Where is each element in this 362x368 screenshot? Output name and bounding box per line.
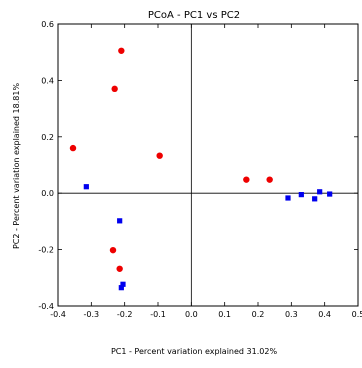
y-tick-label: 0.6 xyxy=(41,20,54,29)
data-point-circle xyxy=(243,176,250,183)
data-point-square xyxy=(312,196,318,202)
y-tick-label: 0.0 xyxy=(41,189,54,198)
data-point-circle xyxy=(118,47,125,54)
y-axis-label: PC2 - Percent variation explained 18.81% xyxy=(12,83,21,249)
data-point-circle xyxy=(156,152,163,159)
chart-title: PCoA - PC1 vs PC2 xyxy=(148,10,240,21)
y-tick-label: 0.2 xyxy=(41,133,54,142)
x-tick-label: 0.2 xyxy=(252,310,265,319)
plot-frame xyxy=(57,23,359,307)
data-point-circle xyxy=(111,85,118,93)
y-tick-label: 0.4 xyxy=(41,76,54,85)
data-point-circle xyxy=(109,246,117,254)
x-tick-label: 0.3 xyxy=(285,310,298,319)
data-point-square xyxy=(118,285,124,291)
data-point-square xyxy=(83,184,89,190)
data-point-square xyxy=(298,192,304,198)
y-tick-label: -0.2 xyxy=(38,246,54,255)
axis-ticks: -0.4 -0.3 -0.2 -0.1 0.0 0.1 0.2 0.3 0.4 0.5 -0.4 -0… xyxy=(38,20,362,319)
x-tick-label: 0.5 xyxy=(352,310,362,319)
x-axis-label: PC1 - Percent variation explained 31.02% xyxy=(111,347,277,356)
data-point-circle xyxy=(116,265,123,272)
x-tick-label: 0.0 xyxy=(185,310,198,319)
x-tick-label: 0.1 xyxy=(218,310,231,319)
x-tick-label: -0.4 xyxy=(50,310,66,319)
data-point-circle xyxy=(266,176,273,183)
data-point-square xyxy=(117,218,123,224)
data-point-square xyxy=(327,191,333,197)
data-point-circle xyxy=(69,144,77,152)
data-point-square xyxy=(285,195,291,201)
x-tick-label: -0.2 xyxy=(117,310,133,319)
data-point-square xyxy=(120,281,126,287)
x-tick-label: -0.1 xyxy=(150,310,166,319)
x-tick-label: 0.4 xyxy=(318,310,331,319)
y-tick-label: -0.4 xyxy=(38,302,54,311)
x-tick-label: -0.3 xyxy=(84,310,100,319)
data-point-square xyxy=(317,189,323,195)
plot-area xyxy=(57,23,359,307)
